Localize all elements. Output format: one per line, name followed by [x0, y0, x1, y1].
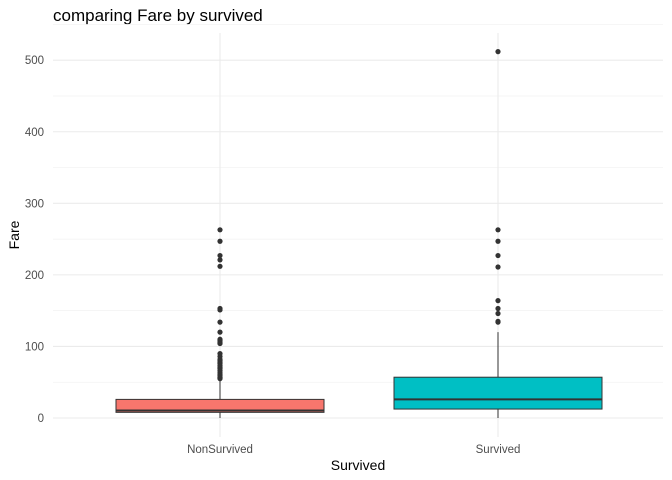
- outlier-points: [217, 49, 501, 382]
- chart-title: comparing Fare by survived: [53, 6, 263, 25]
- outlier-point: [217, 319, 223, 325]
- outlier-point: [217, 252, 223, 259]
- x-tick-label: NonSurvived: [187, 444, 253, 456]
- outlier-point: [495, 227, 501, 233]
- outlier-point: [495, 238, 501, 244]
- outlier-point: [495, 305, 501, 312]
- outlier-point: [495, 318, 501, 324]
- boxes: [115, 332, 603, 418]
- outlier-point: [217, 336, 223, 342]
- y-tick-label: 200: [25, 270, 44, 282]
- y-axis-tick-labels: 0 100 200 300 400 500: [25, 55, 44, 425]
- iqr-box: [393, 376, 603, 410]
- outlier-point: [217, 350, 223, 357]
- y-tick-label: 400: [25, 127, 44, 139]
- major-gridlines: [53, 33, 663, 437]
- outlier-point: [217, 257, 223, 263]
- x-tick-label: Survived: [476, 444, 521, 456]
- y-tick-label: 0: [38, 413, 44, 425]
- y-tick-label: 500: [25, 55, 44, 67]
- x-axis-title: Survived: [331, 457, 385, 473]
- outlier-point: [495, 310, 501, 317]
- outlier-point: [217, 238, 223, 244]
- outlier-point: [495, 264, 501, 270]
- outlier-point: [217, 329, 223, 335]
- iqr-box: [115, 398, 325, 413]
- outlier-point: [495, 252, 501, 259]
- box-nonsurvived: [115, 380, 325, 418]
- y-tick-label: 300: [25, 198, 44, 210]
- outlier-point: [495, 49, 501, 55]
- outlier-point: [495, 298, 501, 304]
- box-survived: [393, 332, 603, 418]
- y-tick-label: 100: [25, 341, 44, 353]
- x-axis-tick-labels: NonSurvived Survived: [187, 444, 520, 456]
- y-axis-title: Fare: [6, 220, 22, 249]
- outlier-point: [217, 227, 223, 233]
- outlier-point: [217, 305, 223, 312]
- outlier-point: [217, 263, 223, 269]
